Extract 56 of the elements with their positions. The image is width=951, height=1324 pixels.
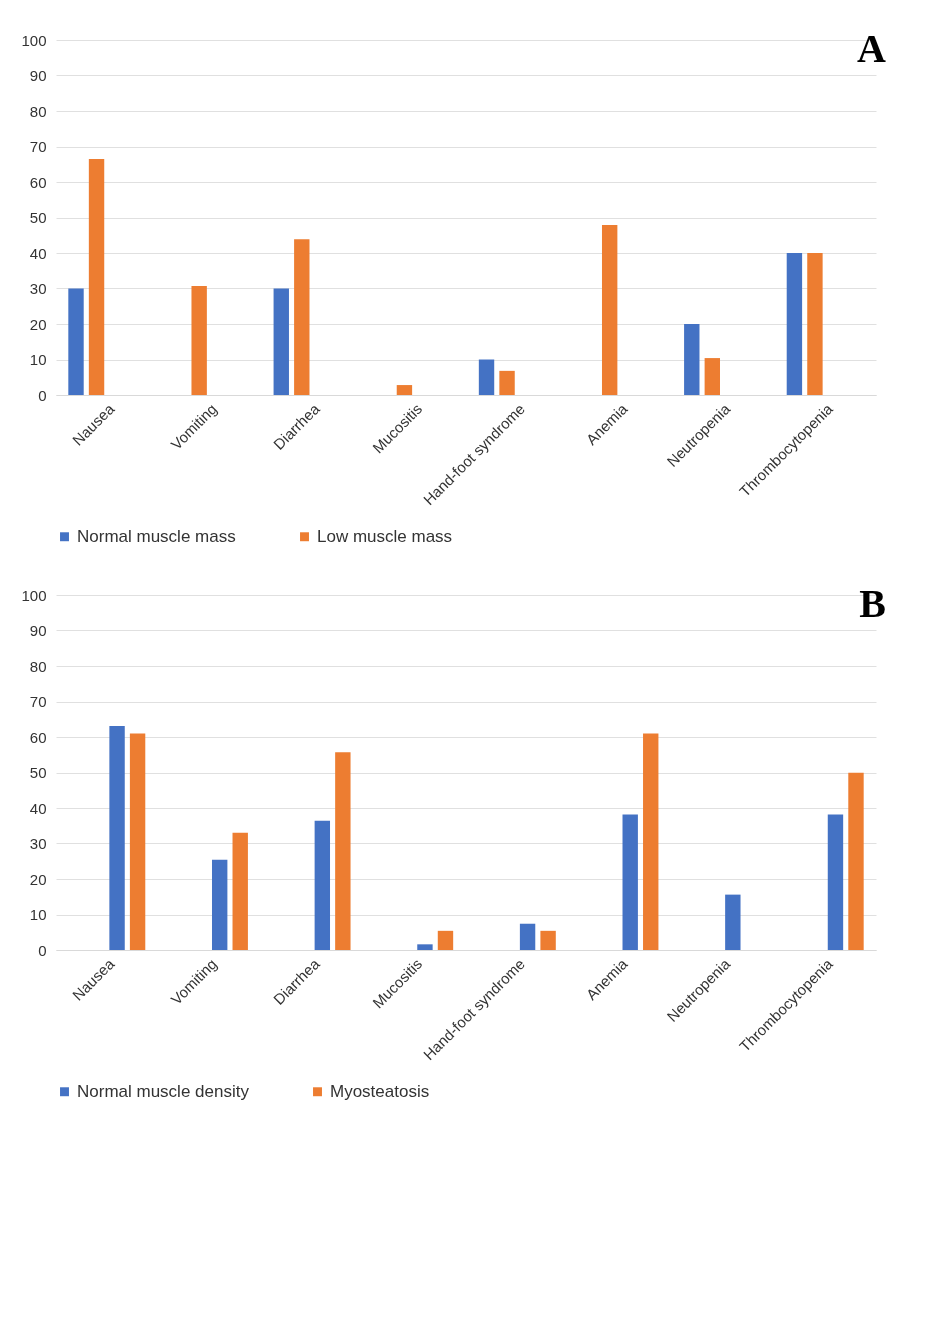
bar <box>396 385 413 395</box>
y-tick-label: 60 <box>29 173 47 191</box>
y-tick-label: 40 <box>29 244 47 262</box>
y-tick-label: 0 <box>38 386 47 404</box>
bar <box>109 726 125 950</box>
bar <box>601 224 618 395</box>
y-tick-label: 10 <box>29 906 47 923</box>
bar <box>519 923 536 950</box>
bar <box>129 733 146 950</box>
bar <box>807 253 823 395</box>
y-tick-label: 90 <box>29 67 47 84</box>
bar <box>191 286 207 395</box>
y-tick-label: 50 <box>29 764 47 781</box>
legend-label: Normal muscle density <box>77 1081 250 1101</box>
annotation: B <box>859 581 886 626</box>
bar <box>848 772 864 950</box>
bar <box>622 814 638 950</box>
y-tick-label: 40 <box>29 799 47 817</box>
y-tick-label: 60 <box>29 728 47 746</box>
legend-label: Normal muscle mass <box>77 526 236 546</box>
bar <box>68 288 84 395</box>
bar <box>499 370 515 395</box>
y-tick-label: 80 <box>29 102 47 120</box>
y-tick-label: 100 <box>21 586 47 604</box>
y-tick-label: 0 <box>38 941 47 959</box>
bar <box>684 324 700 395</box>
y-tick-label: 100 <box>21 31 47 49</box>
bar <box>294 239 310 395</box>
legend-label: Myosteatosis <box>330 1081 430 1101</box>
legend-label: Low muscle mass <box>317 526 453 546</box>
bar <box>88 158 105 395</box>
bar <box>786 253 803 395</box>
y-tick-label: 90 <box>29 622 47 639</box>
bar <box>827 814 844 950</box>
bar <box>417 944 433 950</box>
y-tick-label: 20 <box>29 315 47 333</box>
bar <box>478 359 495 395</box>
bar <box>643 733 659 950</box>
bar <box>704 358 721 395</box>
y-tick-label: 70 <box>29 138 47 155</box>
bar <box>335 752 351 950</box>
y-tick-label: 30 <box>29 280 47 297</box>
bar <box>314 820 331 950</box>
y-tick-label: 50 <box>29 209 47 226</box>
y-tick-label: 80 <box>29 657 47 675</box>
y-tick-label: 70 <box>29 693 47 710</box>
bar <box>540 930 556 950</box>
bar <box>211 859 228 950</box>
bar <box>725 894 741 950</box>
y-tick-label: 30 <box>29 835 47 852</box>
annotation: A <box>857 26 887 71</box>
bar <box>273 288 289 395</box>
y-tick-label: 10 <box>29 351 47 368</box>
y-tick-label: 20 <box>29 870 47 888</box>
bar <box>232 832 248 950</box>
bar <box>437 930 454 950</box>
